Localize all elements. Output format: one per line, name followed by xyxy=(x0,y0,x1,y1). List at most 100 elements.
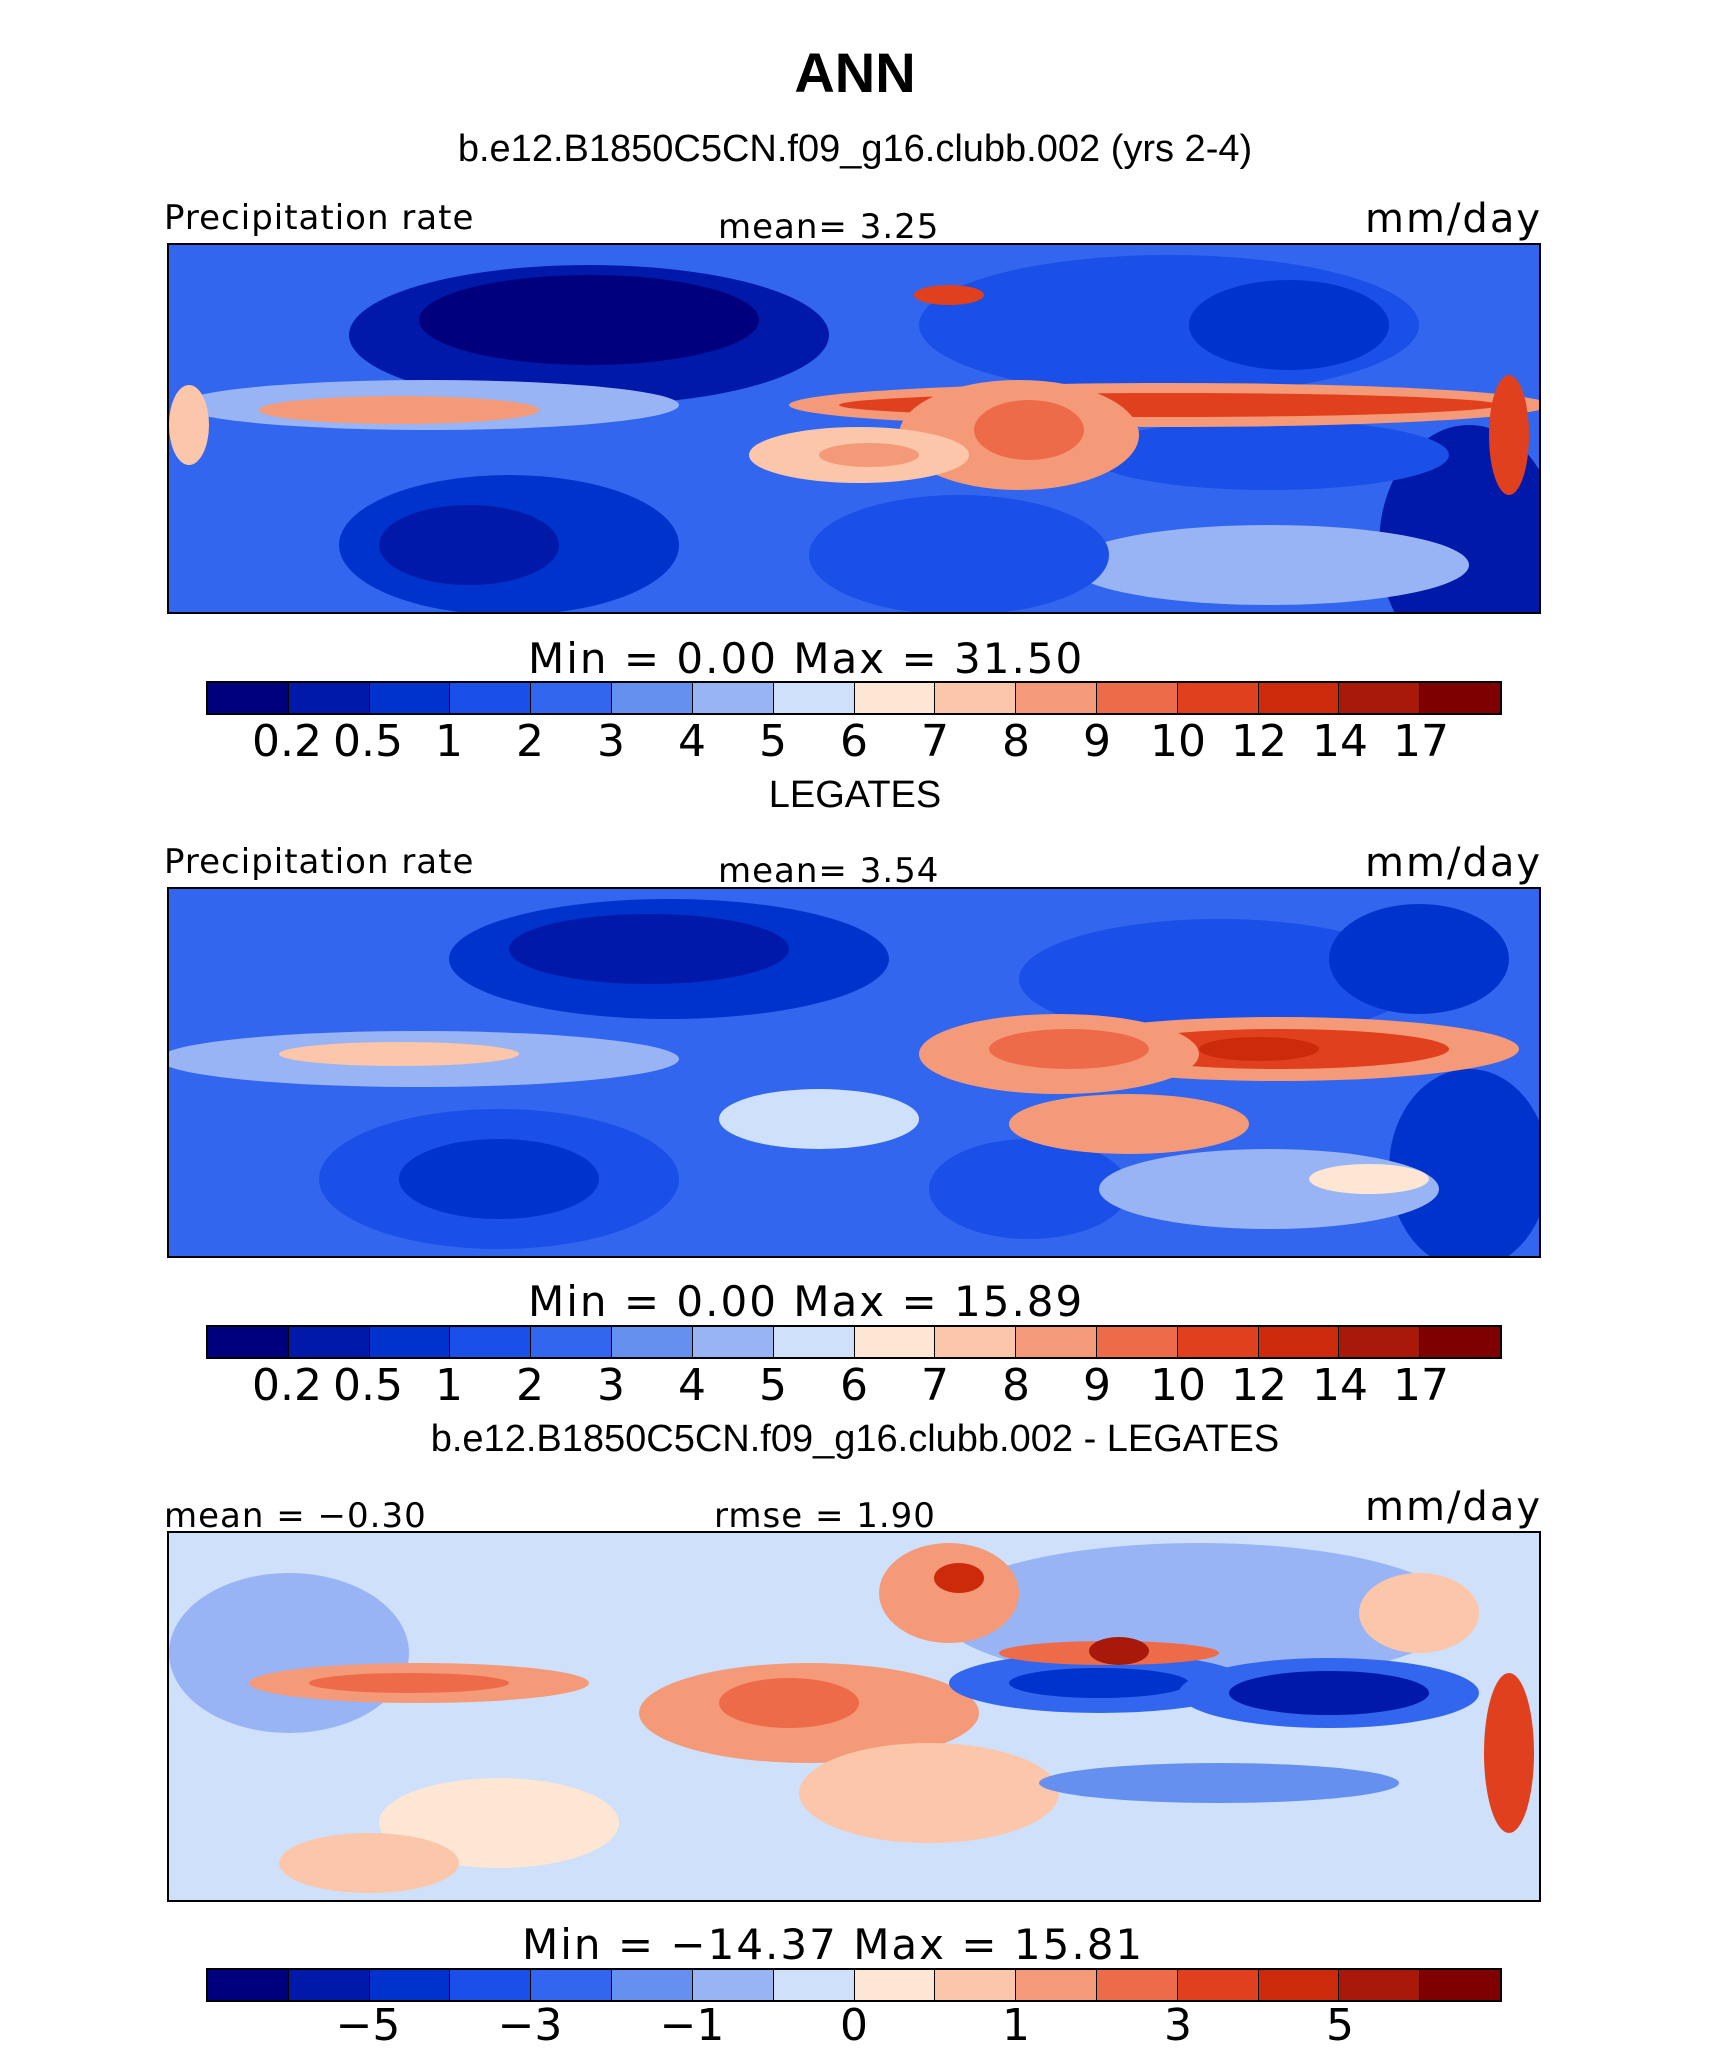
colorbar-cell xyxy=(773,1970,855,2000)
panel-3-map xyxy=(167,1531,1541,1902)
colorbar-tick-label: 10 xyxy=(1150,716,1206,767)
panel-3-minmax: Min = −14.37 Max = 15.81 xyxy=(522,1920,1145,1969)
colorbar-tick-label: 1 xyxy=(435,1360,463,1411)
panel-2-colorbar xyxy=(206,1325,1502,1359)
colorbar-tick-label: 6 xyxy=(840,716,868,767)
colorbar-cell xyxy=(369,1327,451,1357)
panel-1-map-field xyxy=(169,245,1539,612)
panel-2-units-label: mm/day xyxy=(1365,840,1542,886)
colorbar-cell xyxy=(208,683,289,713)
colorbar-tick-label: 4 xyxy=(678,716,706,767)
colorbar-tick-label: 4 xyxy=(678,1360,706,1411)
colorbar-cell xyxy=(854,683,936,713)
colorbar-tick-label: 0.5 xyxy=(333,716,403,767)
panel-1-field-label: Precipitation rate xyxy=(164,198,475,238)
colorbar-tick-label: 9 xyxy=(1083,1360,1111,1411)
colorbar-cell xyxy=(1016,1970,1097,2000)
colorbar-cell xyxy=(288,1327,370,1357)
colorbar-cell xyxy=(1096,1327,1178,1357)
colorbar-tick-label: 5 xyxy=(1326,2000,1354,2051)
panel-3-heading: b.e12.B1850C5CN.f09_g16.clubb.002 - LEGA… xyxy=(430,1418,1280,1460)
colorbar-cell xyxy=(1096,683,1178,713)
colorbar-tick-label: 5 xyxy=(759,716,787,767)
colorbar-cell xyxy=(1258,683,1340,713)
colorbar-cell xyxy=(935,1327,1017,1357)
colorbar-tick-label: −1 xyxy=(659,2000,725,2051)
colorbar-cell xyxy=(1339,1327,1421,1357)
panel-3-mean-label: mean = −0.30 xyxy=(164,1496,427,1536)
colorbar-cell xyxy=(1096,1970,1178,2000)
panel-2-mean-label: mean= 3.54 xyxy=(718,851,940,891)
colorbar-cell xyxy=(1016,1327,1097,1357)
colorbar-tick-label: 1 xyxy=(435,716,463,767)
colorbar-cell xyxy=(1258,1327,1340,1357)
colorbar-tick-label: 1 xyxy=(1002,2000,1030,2051)
colorbar-tick-label: 10 xyxy=(1150,1360,1206,1411)
panel-3-rmse-label: rmse = 1.90 xyxy=(714,1496,936,1536)
colorbar-tick-label: 5 xyxy=(759,1360,787,1411)
colorbar-tick-label: 6 xyxy=(840,1360,868,1411)
colorbar-tick-label: 7 xyxy=(921,716,949,767)
panel-3-units-label: mm/day xyxy=(1365,1484,1542,1530)
colorbar-cell xyxy=(1258,1970,1340,2000)
colorbar-cell xyxy=(692,683,774,713)
colorbar-cell xyxy=(612,1327,693,1357)
panel-2-heading: LEGATES xyxy=(768,774,942,816)
colorbar-cell xyxy=(692,1970,774,2000)
colorbar-cell xyxy=(1420,1970,1500,2000)
panel-1-minmax: Min = 0.00 Max = 31.50 xyxy=(528,634,1085,683)
colorbar-tick-label: 17 xyxy=(1393,716,1449,767)
colorbar-cell xyxy=(1339,1970,1421,2000)
panel-1-map xyxy=(167,243,1541,614)
colorbar-cell xyxy=(450,683,532,713)
colorbar-cell xyxy=(612,683,693,713)
colorbar-cell xyxy=(854,1327,936,1357)
colorbar-tick-label: 14 xyxy=(1312,716,1368,767)
colorbar-tick-label: 12 xyxy=(1231,1360,1287,1411)
colorbar-cell xyxy=(369,1970,451,2000)
colorbar-cell xyxy=(935,1970,1017,2000)
panel-1-units-label: mm/day xyxy=(1365,196,1542,242)
colorbar-tick-label: 3 xyxy=(1164,2000,1192,2051)
colorbar-tick-label: 2 xyxy=(516,1360,544,1411)
colorbar-tick-label: 3 xyxy=(597,716,625,767)
colorbar-tick-label: −5 xyxy=(335,2000,401,2051)
colorbar-cell xyxy=(935,683,1017,713)
colorbar-cell xyxy=(208,1327,289,1357)
panel-2-field-label: Precipitation rate xyxy=(164,842,475,882)
colorbar-cell xyxy=(531,1970,613,2000)
colorbar-cell xyxy=(773,1327,855,1357)
colorbar-tick-label: 17 xyxy=(1393,1360,1449,1411)
colorbar-cell xyxy=(1177,1970,1259,2000)
figure-title: ANN xyxy=(794,41,916,104)
colorbar-cell xyxy=(1420,1327,1500,1357)
colorbar-cell xyxy=(773,683,855,713)
colorbar-tick-label: 0.2 xyxy=(252,1360,322,1411)
colorbar-tick-label: 8 xyxy=(1002,716,1030,767)
panel-1-heading: b.e12.B1850C5CN.f09_g16.clubb.002 (yrs 2… xyxy=(457,128,1253,170)
colorbar-cell xyxy=(450,1970,532,2000)
colorbar-tick-label: 12 xyxy=(1231,716,1287,767)
panel-2-map xyxy=(167,887,1541,1258)
colorbar-tick-label: 7 xyxy=(921,1360,949,1411)
colorbar-cell xyxy=(854,1970,936,2000)
colorbar-tick-label: 2 xyxy=(516,716,544,767)
panel-2-map-field xyxy=(169,889,1539,1256)
colorbar-cell xyxy=(288,683,370,713)
colorbar-tick-label: 9 xyxy=(1083,716,1111,767)
colorbar-cell xyxy=(692,1327,774,1357)
panel-3-map-field xyxy=(169,1533,1539,1900)
colorbar-cell xyxy=(531,683,613,713)
colorbar-cell xyxy=(1420,683,1500,713)
colorbar-tick-label: 8 xyxy=(1002,1360,1030,1411)
panel-2-minmax: Min = 0.00 Max = 15.89 xyxy=(528,1277,1085,1326)
panel-1-colorbar xyxy=(206,681,1502,715)
colorbar-cell xyxy=(1177,683,1259,713)
colorbar-tick-label: 14 xyxy=(1312,1360,1368,1411)
colorbar-cell xyxy=(1177,1327,1259,1357)
colorbar-cell xyxy=(369,683,451,713)
colorbar-cell xyxy=(612,1970,693,2000)
colorbar-cell xyxy=(1339,683,1421,713)
colorbar-tick-label: −3 xyxy=(497,2000,563,2051)
panel-1-mean-label: mean= 3.25 xyxy=(718,207,940,247)
